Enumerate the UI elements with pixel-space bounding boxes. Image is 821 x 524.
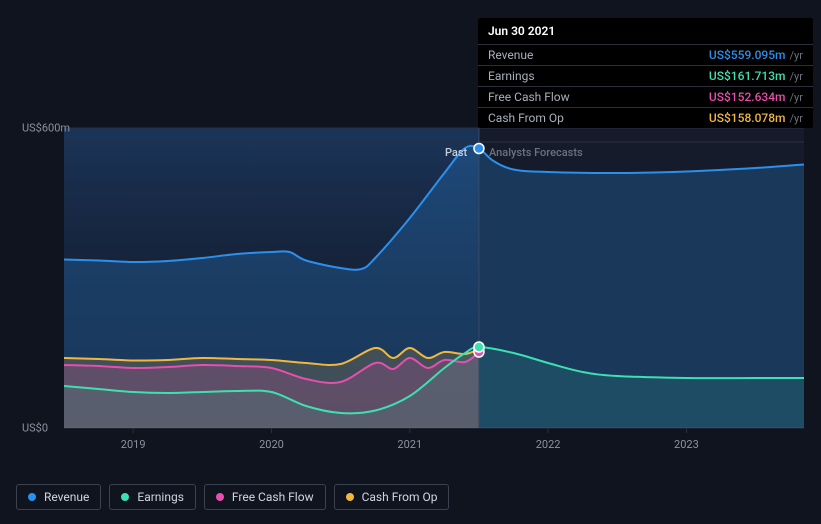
tooltip-row: RevenueUS$559.095m/yr: [478, 44, 813, 65]
y-axis-label-max: US$600m: [22, 122, 70, 135]
tooltip-row-unit: /yr: [790, 112, 803, 125]
marker-earnings: [474, 342, 484, 352]
tooltip-row-label: Cash From Op: [488, 111, 709, 125]
tooltip-row-value: US$161.713m: [709, 69, 786, 83]
tooltip-row: Free Cash FlowUS$152.634m/yr: [478, 86, 813, 107]
tooltip-row-unit: /yr: [790, 49, 803, 62]
tooltip-row-value: US$559.095m: [709, 48, 786, 62]
chart-container: US$600m US$0 2019 2020 2021 2022 2023 Past A…: [16, 0, 805, 475]
x-axis-tick-label: 2022: [536, 438, 561, 451]
marker-revenue: [474, 144, 484, 154]
legend-item-earnings[interactable]: Earnings: [109, 484, 196, 510]
tooltip-row-value: US$152.634m: [709, 90, 786, 104]
past-region-label: Past: [445, 146, 467, 159]
legend-item-revenue[interactable]: Revenue: [16, 484, 101, 510]
legend-label: Revenue: [44, 490, 89, 504]
x-axis-tick-label: 2020: [259, 438, 284, 451]
legend-label: Earnings: [137, 490, 184, 504]
tooltip-row-value: US$158.078m: [709, 111, 786, 125]
legend-swatch: [121, 493, 129, 501]
tooltip-row: EarningsUS$161.713m/yr: [478, 65, 813, 86]
y-axis-label-min: US$0: [22, 422, 48, 435]
tooltip-header: Jun 30 2021: [478, 18, 813, 44]
x-axis-tick-label: 2019: [121, 438, 146, 451]
legend-swatch: [28, 493, 36, 501]
x-axis-tick-label: 2023: [674, 438, 699, 451]
legend-swatch: [346, 493, 354, 501]
legend-item-free_cash_flow[interactable]: Free Cash Flow: [204, 484, 326, 510]
tooltip-row-unit: /yr: [790, 70, 803, 83]
legend-swatch: [216, 493, 224, 501]
legend-label: Cash From Op: [362, 490, 438, 504]
tooltip-row-label: Earnings: [488, 69, 709, 83]
tooltip-row-unit: /yr: [790, 91, 803, 104]
chart-tooltip: Jun 30 2021 RevenueUS$559.095m/yrEarning…: [478, 18, 813, 128]
tooltip-row-label: Revenue: [488, 48, 709, 62]
legend-label: Free Cash Flow: [232, 490, 314, 504]
chart-legend: Revenue Earnings Free Cash Flow Cash From O…: [16, 484, 449, 510]
legend-item-cash_from_op[interactable]: Cash From Op: [334, 484, 450, 510]
x-axis-tick-label: 2021: [397, 438, 422, 451]
forecast-region-label: Analysts Forecasts: [489, 146, 583, 159]
tooltip-row: Cash From OpUS$158.078m/yr: [478, 107, 813, 128]
tooltip-row-label: Free Cash Flow: [488, 90, 709, 104]
